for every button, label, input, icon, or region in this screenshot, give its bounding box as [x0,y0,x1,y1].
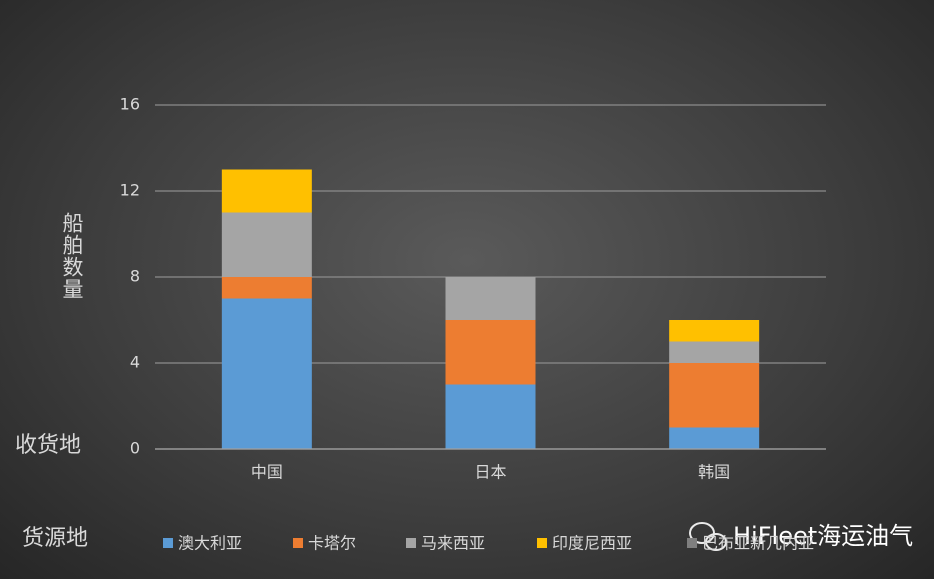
legend-label: 马来西亚 [421,534,485,553]
x-tick-label: 中国 [251,463,283,482]
y-axis-title: 船舶数量 [60,212,84,300]
watermark: HiFleet海运油气 [733,522,913,550]
bar-segment [445,320,536,385]
bar-segment [445,277,536,320]
bar-segment [221,212,312,277]
bar-segment [669,427,760,449]
bar-segment [669,341,760,363]
y-tick-label: 16 [120,95,140,114]
legend-label: 巴布亚新几内亚 [702,534,814,553]
bar-segment [221,298,312,449]
legend-label: 澳大利亚 [178,534,242,553]
y-tick-label: 0 [130,439,140,458]
bar-segment [221,277,312,299]
x-tick-label: 日本 [474,463,506,482]
watermark-icon [689,522,727,551]
legend-label: 印度尼西亚 [552,534,632,553]
bar-segment [669,363,760,428]
legend-swatch [537,538,547,548]
legend-swatch [687,538,697,548]
legend-label: 卡塔尔 [308,534,356,553]
y-tick-label: 8 [130,267,140,286]
bar-segment [221,169,312,213]
legend-swatch [163,538,173,548]
x-axis-title: 收货地 [15,433,81,458]
legend-swatch [293,538,303,548]
y-tick-label: 12 [120,181,140,200]
y-tick-label: 4 [130,353,140,372]
legend-title: 货源地 [22,526,88,551]
legend-swatch [406,538,416,548]
x-tick-label: 韩国 [698,463,730,482]
bar-segment [445,384,536,449]
bar-segment [669,320,760,342]
